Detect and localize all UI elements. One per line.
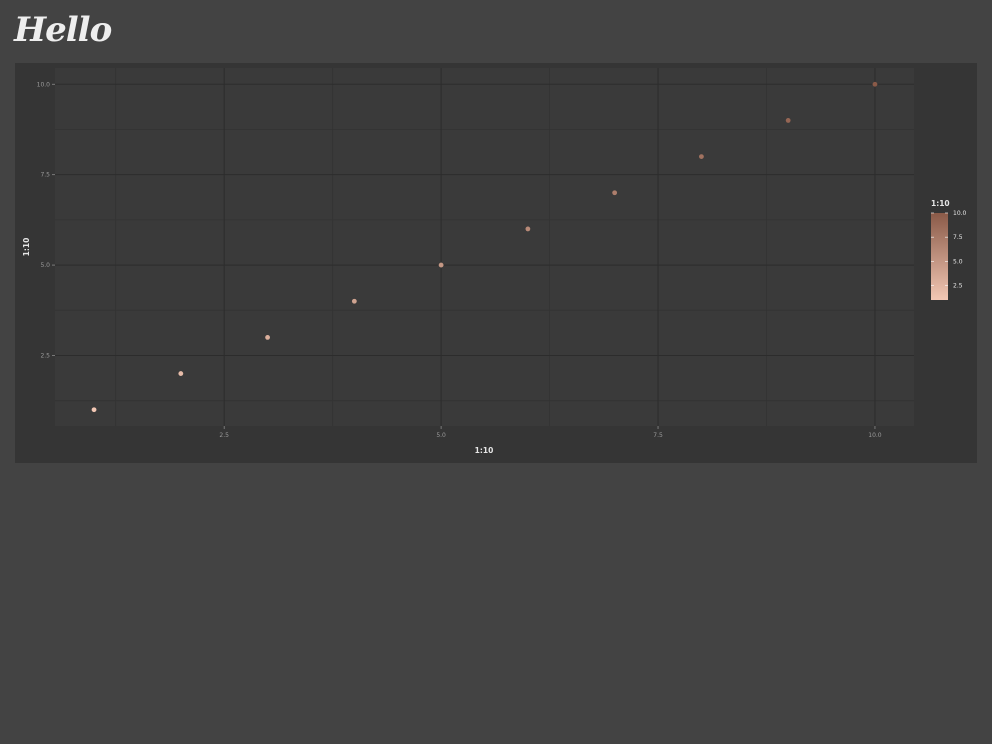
data-point <box>351 298 357 304</box>
x-tick-label: 10.0 <box>868 432 882 439</box>
colorbar <box>931 213 948 300</box>
scatter-chart: 2.5 5.0 7.5 10.0 2.5 5.0 7.5 10.0 1:10 1:10 1:… <box>22 68 967 455</box>
legend-tick-label: 2.5 <box>953 283 963 290</box>
data-point <box>612 190 618 196</box>
y-tick-label: 10.0 <box>37 81 51 88</box>
legend-title: 1:10 <box>931 199 950 208</box>
data-points <box>91 81 878 413</box>
page-title: Hello <box>14 10 112 50</box>
x-axis-title: 1:10 <box>475 446 494 455</box>
data-point <box>91 407 97 413</box>
x-tick-label: 2.5 <box>219 432 229 439</box>
color-legend: 1:10 2.5 5.0 7.5 10.0 <box>931 199 967 300</box>
data-point <box>525 226 531 232</box>
colorbar-ticks: 2.5 5.0 7.5 10.0 <box>931 210 967 290</box>
grid-major-lines <box>55 68 914 426</box>
x-tick-label: 5.0 <box>436 432 446 439</box>
y-tick-label: 5.0 <box>40 262 50 269</box>
data-point <box>438 262 444 268</box>
x-axis: 2.5 5.0 7.5 10.0 <box>219 426 882 439</box>
data-point <box>178 371 184 376</box>
y-tick-label: 2.5 <box>40 352 50 359</box>
data-point <box>265 335 270 340</box>
data-point <box>699 154 704 159</box>
y-axis: 2.5 5.0 7.5 10.0 <box>37 81 55 359</box>
plot-panel <box>55 68 914 426</box>
plot-card: 2.5 5.0 7.5 10.0 2.5 5.0 7.5 10.0 1:10 1:10 1:… <box>15 63 977 463</box>
data-point <box>872 81 878 87</box>
grid-minor-lines <box>55 68 914 426</box>
legend-tick-label: 7.5 <box>953 234 963 241</box>
legend-tick-label: 5.0 <box>953 258 963 265</box>
data-point <box>785 118 791 123</box>
y-tick-label: 7.5 <box>40 172 50 179</box>
y-axis-title: 1:10 <box>22 238 31 257</box>
legend-tick-label: 10.0 <box>953 210 967 217</box>
x-tick-label: 7.5 <box>653 432 663 439</box>
